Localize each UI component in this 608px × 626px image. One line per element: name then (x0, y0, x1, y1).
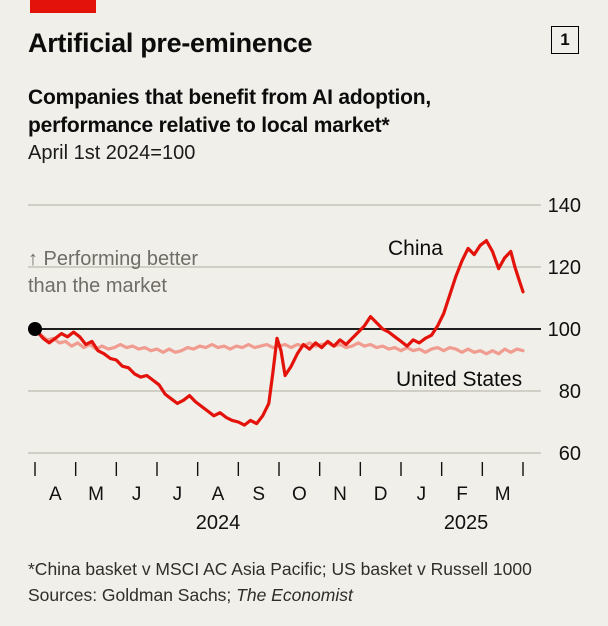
y-tick-label-140: 140 (548, 195, 581, 217)
brand-red-tab (30, 0, 96, 13)
performance-annotation: ↑ Performing better than the market (28, 246, 198, 300)
performance-annotation-line1: ↑ Performing better (28, 248, 199, 270)
y-tick-label-120: 120 (548, 257, 581, 279)
footnote-sources-prefix: Sources: Goldman Sachs; (28, 585, 237, 606)
footnote-sources-publication: The Economist (236, 585, 353, 606)
footnotes: *China basket v MSCI AC Asia Pacific; US… (28, 556, 532, 609)
month-label-9: J (417, 484, 427, 505)
start-marker-dot (28, 322, 42, 336)
month-label-11: M (495, 484, 511, 505)
month-label-1: M (88, 484, 104, 505)
series-label-united-states: United States (396, 368, 523, 391)
y-tick-label-80: 80 (559, 381, 581, 403)
chart-title: Artificial pre-eminence (28, 28, 313, 58)
chart-subtitle-line1: Companies that benefit from AI adoption, (28, 86, 432, 109)
chart-subtitle-line2: performance relative to local market* (28, 113, 390, 137)
chart-subtitle: Companies that benefit from AI adoption,… (28, 84, 431, 139)
month-label-10: F (456, 484, 468, 505)
y-tick-label-100: 100 (548, 319, 581, 341)
figure-number-badge: 1 (551, 26, 579, 54)
month-label-6: O (292, 484, 307, 505)
month-label-8: D (374, 484, 388, 505)
month-label-2: J (132, 484, 142, 505)
month-label-3: J (173, 484, 183, 505)
performance-annotation-line2: than the market (28, 275, 167, 297)
y-tick-label-60: 60 (559, 443, 581, 465)
footnote-definition: *China basket v MSCI AC Asia Pacific; US… (28, 559, 532, 579)
month-label-4: A (212, 484, 225, 505)
year-label-2025: 2025 (444, 512, 489, 534)
series-line-united-states (33, 327, 525, 356)
footnote-sources: Sources: Goldman Sachs; The Economist (28, 582, 532, 608)
month-label-7: N (333, 484, 347, 505)
series-label-china: China (388, 237, 443, 260)
figure-number: 1 (560, 30, 570, 49)
index-note: April 1st 2024=100 (28, 142, 196, 164)
month-label-0: A (49, 484, 62, 505)
month-label-5: S (252, 484, 265, 505)
year-label-2024: 2024 (196, 512, 241, 534)
